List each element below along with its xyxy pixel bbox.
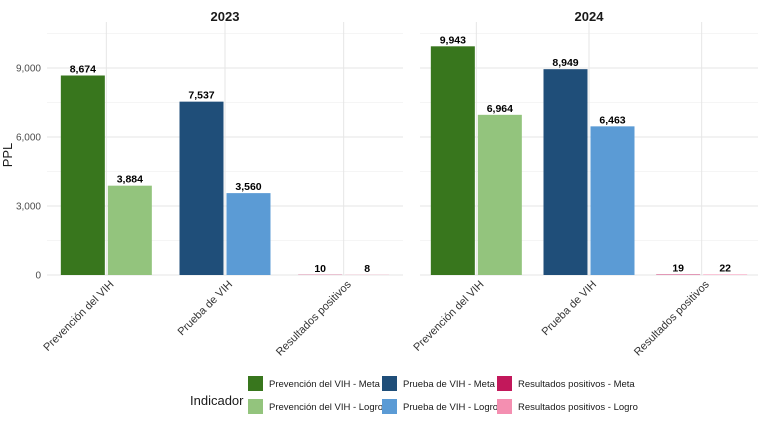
legend-label: Prueba de VIH - Logro	[403, 402, 498, 413]
bar	[226, 193, 271, 275]
legend-title: Indicador	[190, 393, 244, 408]
legend-item: Resultados positivos - Logro	[497, 399, 638, 414]
data-label: 3,884	[117, 174, 143, 186]
bar	[60, 75, 105, 275]
legend-label: Prevención del VIH - Logro	[269, 402, 383, 413]
legend-label: Resultados positivos - Meta	[518, 379, 635, 390]
x-tick-label: Prevención del VIH	[41, 279, 116, 354]
bar	[107, 185, 152, 275]
legend-item: Prevención del VIH - Logro	[248, 399, 383, 414]
x-tick-label: Prevención del VIH	[411, 279, 486, 354]
data-label: 10	[314, 263, 326, 275]
legend-item: Prueba de VIH - Meta	[382, 376, 496, 391]
legend-item: Resultados positivos - Meta	[497, 376, 635, 391]
data-label: 22	[719, 262, 731, 274]
legend-label: Prevención del VIH - Meta	[269, 379, 381, 390]
x-tick-label: Resultados positivos	[632, 278, 712, 358]
bar	[430, 46, 475, 275]
data-label: 8,949	[552, 57, 578, 69]
legend-swatch	[248, 376, 263, 391]
y-tick-label: 0	[35, 271, 41, 282]
data-label: 8	[364, 263, 370, 275]
y-tick-label: 3,000	[16, 202, 41, 213]
panel-title: 2023	[211, 9, 240, 24]
legend-swatch	[382, 376, 397, 391]
bar	[703, 274, 748, 275]
legend-swatch	[497, 376, 512, 391]
data-label: 7,537	[188, 90, 214, 102]
panel-title: 2024	[575, 9, 605, 24]
x-tick-label: Resultados positivos	[274, 278, 354, 358]
bar	[590, 126, 635, 275]
bar	[477, 114, 522, 275]
legend-swatch	[497, 399, 512, 414]
data-label: 8,674	[70, 63, 96, 75]
legend-label: Prueba de VIH - Meta	[403, 379, 496, 390]
data-label: 6,463	[599, 114, 625, 126]
bar	[543, 69, 588, 275]
legend-swatch	[248, 399, 263, 414]
y-axis-label: PPL	[0, 143, 15, 168]
panel-2023: 2023 0 3,000 6,000 9,000 8,674 3,884 Prevención…	[16, 9, 403, 358]
legend-item: Prueba de VIH - Logro	[382, 399, 498, 414]
legend-label: Resultados positivos - Logro	[518, 402, 638, 413]
bar	[179, 101, 224, 275]
legend-swatch	[382, 399, 397, 414]
data-label: 3,560	[235, 181, 261, 193]
panel-2024: 2024 9,943 6,964 Prevención del VIH 8,949 6,4…	[411, 9, 758, 358]
y-tick-label: 9,000	[16, 64, 41, 75]
data-label: 19	[672, 263, 684, 275]
legend: Indicador Prevención del VIH - Meta Preven…	[190, 376, 638, 414]
data-label: 6,964	[487, 103, 513, 115]
x-tick-label: Prueba de VIH	[540, 279, 600, 339]
x-tick-label: Prueba de VIH	[176, 279, 236, 339]
legend-item: Prevención del VIH - Meta	[248, 376, 381, 391]
data-label: 9,943	[440, 34, 466, 46]
y-tick-label: 6,000	[16, 133, 41, 144]
